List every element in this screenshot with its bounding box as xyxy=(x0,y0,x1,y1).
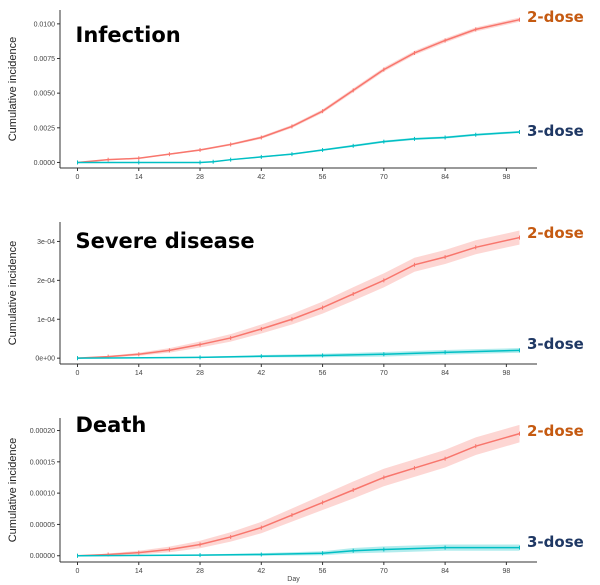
series-label-2-dose: 2-dose xyxy=(527,422,584,440)
series-label-3-dose: 3-dose xyxy=(527,122,584,140)
ci-band-3-dose xyxy=(77,348,520,359)
series-label-2-dose: 2-dose xyxy=(527,8,584,26)
y-tick-label: 0.00005 xyxy=(30,522,55,529)
x-axis-label: Day xyxy=(287,576,300,583)
x-tick-label: 70 xyxy=(380,568,388,575)
y-tick-label: 0.0075 xyxy=(34,56,56,63)
x-tick-label: 14 xyxy=(135,568,143,575)
x-tick-label: 0 xyxy=(76,370,80,377)
y-tick-label: 0.0050 xyxy=(34,91,56,98)
x-tick-label: 42 xyxy=(257,370,265,377)
y-tick-label: 0.00000 xyxy=(30,553,55,560)
y-axis-label: Cumulative incidence xyxy=(7,241,19,346)
series-line-3-dose xyxy=(77,131,520,164)
x-tick-label: 70 xyxy=(380,370,388,377)
panel-title: Severe disease xyxy=(76,229,255,253)
series-label-3-dose: 3-dose xyxy=(527,533,584,551)
y-axis-label: Cumulative incidence xyxy=(7,37,19,142)
y-tick-label: 0.0025 xyxy=(34,125,56,132)
ci-band-2-dose xyxy=(77,424,520,556)
panel-infection: 0.0000 0.0025 0.0050 0.0075 0.0100 0 14 28 42 56 7… xyxy=(7,8,584,181)
ci-band-2-dose xyxy=(77,230,520,359)
x-tick-label: 98 xyxy=(502,174,510,181)
x-tick-label: 98 xyxy=(502,370,510,377)
y-tick-label: 0.0100 xyxy=(34,21,56,28)
x-tick-label: 98 xyxy=(502,568,510,575)
x-tick-label: 28 xyxy=(196,568,204,575)
y-tick-label: 1e-04 xyxy=(37,317,55,324)
x-tick-label: 84 xyxy=(441,370,449,377)
x-tick-label: 0 xyxy=(76,568,80,575)
x-tick-label: 84 xyxy=(441,174,449,181)
x-tick-label: 14 xyxy=(135,174,143,181)
x-tick-label: 42 xyxy=(257,568,265,575)
y-tick-label: 0.0000 xyxy=(34,160,56,167)
y-tick-label: 0.00020 xyxy=(30,428,55,435)
panel-title: Death xyxy=(76,413,147,437)
x-tick-label: 28 xyxy=(196,370,204,377)
ci-band-3-dose xyxy=(77,544,520,556)
x-tick-label: 28 xyxy=(196,174,204,181)
x-tick-label: 42 xyxy=(257,174,265,181)
series-line-3-dose xyxy=(77,546,520,557)
x-tick-label: 56 xyxy=(319,370,327,377)
x-tick-label: 56 xyxy=(319,568,327,575)
y-tick-label: 3e-04 xyxy=(37,239,55,246)
y-tick-label: 2e-04 xyxy=(37,278,55,285)
x-tick-label: 0 xyxy=(76,174,80,181)
y-tick-label: 0.00010 xyxy=(30,491,55,498)
x-tick-label: 56 xyxy=(319,174,327,181)
panel-severe-disease: 0e+00 1e-04 2e-04 3e-04 0 14 28 42 56 70 84 98 Cumul… xyxy=(7,222,584,377)
series-label-3-dose: 3-dose xyxy=(527,335,584,353)
series-label-2-dose: 2-dose xyxy=(527,224,584,242)
panel-death: 0.00000 0.00005 0.00010 0.00015 0.00020 0 14 28… xyxy=(7,413,584,575)
y-tick-label: 0e+00 xyxy=(35,356,55,363)
panel-title: Infection xyxy=(76,23,181,47)
x-tick-label: 14 xyxy=(135,370,143,377)
y-tick-label: 0.00015 xyxy=(30,459,55,466)
y-axis-label: Cumulative incidence xyxy=(7,438,19,543)
x-tick-label: 84 xyxy=(441,568,449,575)
x-tick-label: 70 xyxy=(380,174,388,181)
